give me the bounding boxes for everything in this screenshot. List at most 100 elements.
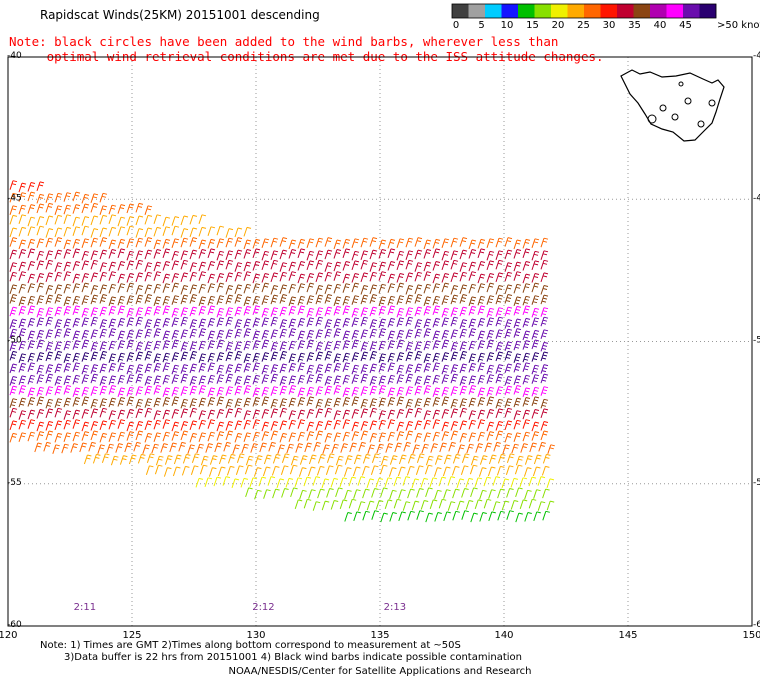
- wind-barb: [513, 239, 522, 250]
- wind-barb: [235, 465, 244, 475]
- wind-barb: [360, 250, 369, 260]
- wind-barb: [144, 284, 153, 295]
- y-tick-label-right: -40: [753, 51, 760, 61]
- wind-barb: [450, 272, 459, 283]
- wind-barb: [279, 319, 288, 329]
- wind-barb: [126, 260, 135, 271]
- wind-barb: [477, 374, 486, 385]
- wind-barb: [443, 489, 451, 499]
- wind-barb: [479, 455, 488, 465]
- wind-barb: [171, 282, 180, 293]
- wind-barb: [144, 294, 153, 304]
- wind-barb: [369, 284, 378, 295]
- wind-barb: [252, 409, 261, 420]
- wind-barb: [45, 364, 54, 374]
- wind-barb: [243, 432, 252, 442]
- wind-barb: [90, 398, 99, 409]
- wind-barb: [281, 453, 290, 463]
- wind-barb: [396, 409, 405, 419]
- wind-barb: [504, 319, 513, 329]
- wind-barb: [270, 364, 279, 374]
- wind-barb: [45, 386, 54, 396]
- wind-barb: [522, 340, 531, 350]
- wind-barb: [486, 386, 495, 397]
- wind-barb: [144, 341, 153, 351]
- wind-barb: [519, 499, 528, 510]
- wind-barb: [189, 341, 198, 351]
- wind-barb: [216, 352, 225, 362]
- wind-barb: [126, 364, 135, 375]
- wind-barb: [54, 205, 63, 215]
- wind-barb: [117, 387, 126, 398]
- wind-barb: [468, 362, 477, 373]
- wind-barb: [234, 284, 243, 295]
- wind-barb: [459, 249, 468, 260]
- wind-barb: [459, 271, 468, 282]
- wind-barb: [369, 294, 378, 304]
- wind-barb: [288, 271, 297, 281]
- wind-barb: [477, 419, 486, 429]
- wind-barb: [524, 512, 532, 522]
- wind-barb: [72, 216, 81, 227]
- wind-barb: [351, 295, 360, 305]
- wind-barb: [360, 430, 369, 441]
- wind-barb: [162, 330, 171, 341]
- wind-barb: [99, 350, 108, 361]
- wind-barb: [9, 192, 18, 203]
- wind-barb: [261, 250, 270, 261]
- wind-barb: [389, 489, 397, 500]
- wind-barb: [533, 489, 541, 499]
- wind-barb: [263, 454, 272, 465]
- wind-barb: [540, 250, 549, 260]
- wind-barb: [412, 444, 420, 454]
- wind-barb: [378, 397, 387, 408]
- wind-barb: [9, 284, 18, 295]
- wind-barb: [297, 248, 306, 259]
- wind-barb: [207, 397, 216, 407]
- wind-barb: [225, 430, 234, 441]
- wind-barb: [362, 510, 370, 521]
- wind-barb: [27, 419, 36, 429]
- wind-barb: [290, 455, 299, 466]
- wind-barb: [306, 250, 315, 261]
- wind-barb: [54, 214, 63, 225]
- wind-barb: [477, 387, 486, 398]
- wind-barb: [45, 351, 54, 362]
- wind-barb: [425, 487, 433, 498]
- wind-barb: [387, 283, 396, 293]
- wind-barb: [99, 407, 108, 418]
- wind-barb: [214, 442, 222, 453]
- wind-barb: [387, 295, 396, 306]
- wind-barb: [54, 420, 63, 431]
- wind-barb: [153, 385, 162, 395]
- wind-barb: [367, 444, 375, 454]
- wind-barb: [254, 489, 262, 500]
- barb-row: [9, 373, 549, 386]
- wind-barb: [198, 410, 207, 420]
- wind-barb: [279, 398, 288, 408]
- wind-barb: [441, 374, 450, 384]
- wind-barb: [216, 339, 225, 350]
- wind-barb: [99, 420, 108, 431]
- wind-barb: [72, 387, 81, 398]
- wind-barb: [252, 431, 261, 442]
- wind-barb: [63, 204, 72, 215]
- wind-barb: [99, 237, 108, 247]
- wind-barb: [360, 408, 369, 419]
- wind-barb: [108, 410, 117, 420]
- wind-barb: [370, 465, 379, 475]
- wind-barb: [450, 430, 459, 441]
- wind-barb: [198, 318, 207, 329]
- wind-barb: [378, 296, 387, 307]
- wind-barb: [380, 512, 388, 523]
- lake-outline: [697, 120, 705, 128]
- wind-barb: [162, 397, 171, 407]
- wind-barb: [486, 374, 495, 384]
- wind-barb: [108, 318, 117, 329]
- wind-barb: [90, 193, 99, 203]
- wind-barb: [371, 453, 380, 463]
- wind-barb: [270, 272, 279, 283]
- wind-barb: [99, 306, 108, 317]
- wind-barb: [63, 419, 72, 430]
- wind-barb: [522, 248, 531, 259]
